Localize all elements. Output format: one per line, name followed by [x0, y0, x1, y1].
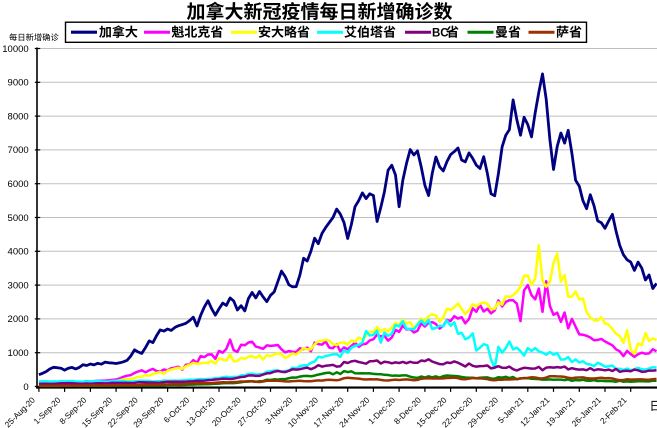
svg-text:4000: 4000	[8, 247, 29, 258]
svg-text:6000: 6000	[8, 179, 29, 190]
svg-text:8000: 8000	[8, 111, 29, 122]
svg-text:3000: 3000	[8, 280, 29, 291]
svg-text:2000: 2000	[8, 314, 29, 325]
svg-text:5000: 5000	[8, 213, 29, 224]
svg-text:7000: 7000	[8, 145, 29, 156]
svg-text:0: 0	[23, 382, 28, 393]
svg-text:1000: 1000	[8, 348, 29, 359]
svg-text:BC: BC	[432, 27, 449, 39]
svg-text:10000: 10000	[2, 44, 28, 55]
svg-text:9000: 9000	[8, 78, 29, 89]
